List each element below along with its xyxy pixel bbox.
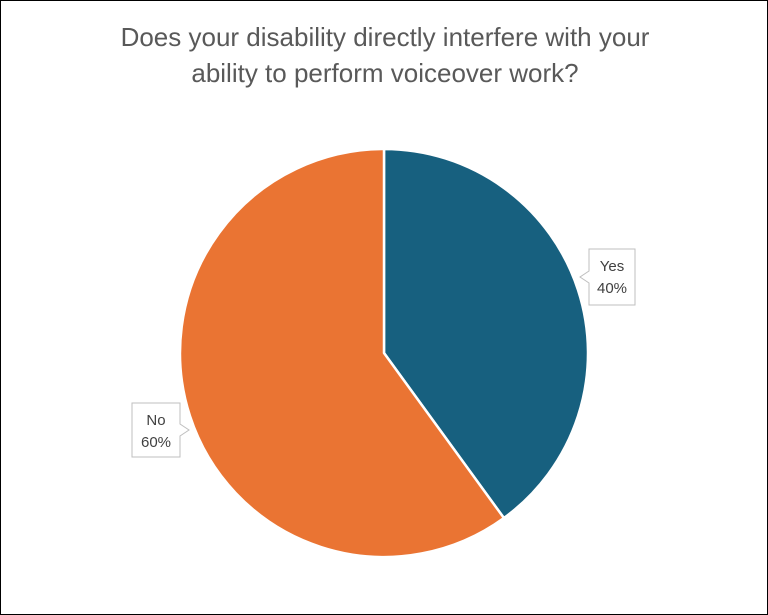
data-label-yes: Yes 40% bbox=[579, 248, 636, 306]
data-label-category: No bbox=[146, 412, 165, 429]
data-label-percent: 60% bbox=[141, 434, 171, 451]
data-label-box bbox=[131, 402, 190, 458]
pie-slices bbox=[178, 147, 590, 559]
data-label-percent: 40% bbox=[597, 280, 627, 297]
data-label-category: Yes bbox=[600, 258, 624, 275]
data-label-box bbox=[579, 248, 636, 306]
pie-callouts: Yes 40% No 60% bbox=[131, 248, 636, 458]
chart-title-line-2: ability to perform voiceover work? bbox=[191, 58, 579, 88]
pie-slice-no bbox=[178, 147, 506, 559]
chart-title-line-1: Does your disability directly interfere … bbox=[120, 22, 650, 52]
pie-slice-yes bbox=[382, 147, 590, 520]
data-label-no: No 60% bbox=[131, 402, 190, 458]
chart-title: Does your disability directly interfere … bbox=[1, 19, 768, 91]
